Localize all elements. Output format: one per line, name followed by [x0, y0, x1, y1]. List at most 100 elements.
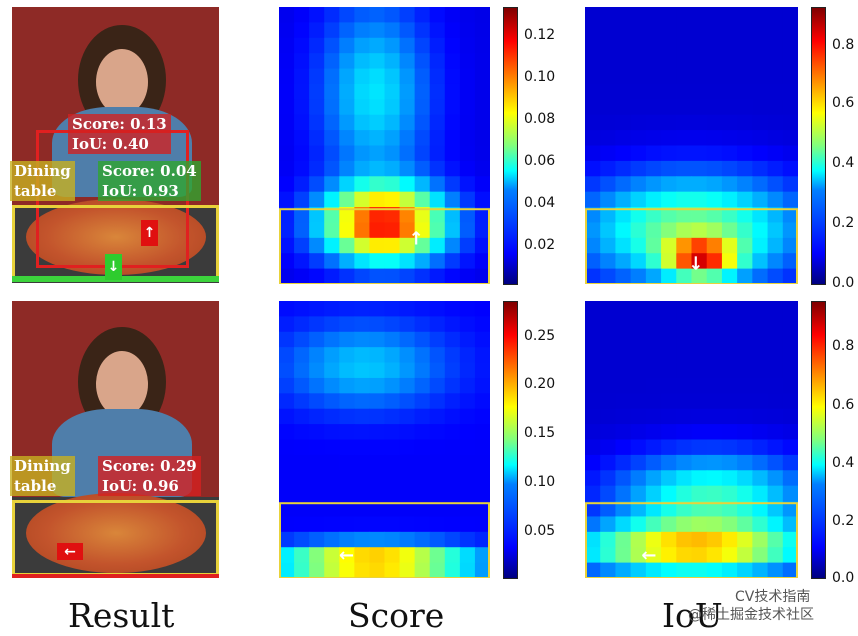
- tick: 0.6: [832, 95, 855, 111]
- heat-cell: [645, 68, 662, 85]
- heat-cell: [279, 408, 295, 425]
- heat-cell: [354, 301, 371, 317]
- heat-cell: [661, 22, 677, 39]
- heat-cell: [676, 547, 693, 564]
- heat-cell: [630, 191, 647, 208]
- heat-cell: [737, 176, 753, 193]
- heat-cell: [324, 454, 340, 471]
- heat-cell: [369, 470, 386, 487]
- heat-cell: [691, 547, 708, 564]
- heat-cell: [279, 531, 295, 548]
- heat-cell: [384, 562, 401, 578]
- heat-cell: [369, 145, 386, 162]
- heat-cell: [354, 501, 371, 518]
- heat-cell: [309, 130, 325, 147]
- heat-cell: [645, 470, 662, 487]
- heat-cell: [615, 176, 632, 193]
- heat-cell: [474, 562, 490, 578]
- heat-cell: [706, 37, 723, 54]
- heat-cell: [279, 362, 295, 379]
- heat-cell: [294, 408, 310, 425]
- heat-cell: [294, 222, 310, 239]
- heat-cell: [630, 68, 647, 85]
- heat-cell: [399, 531, 416, 548]
- heat-cell: [767, 222, 784, 239]
- heat-cell: [782, 377, 798, 394]
- heat-cell: [459, 531, 476, 548]
- heat-cell: [354, 191, 371, 208]
- down-arrow-icon: ↓: [688, 254, 703, 275]
- heat-cell: [676, 408, 693, 425]
- heat-cell: [369, 485, 386, 502]
- heat-cell: [324, 207, 340, 224]
- heat-cell: [676, 99, 693, 116]
- heat-cell: [737, 454, 753, 471]
- heat-cell: [414, 114, 431, 131]
- heat-cell: [294, 130, 310, 147]
- heat-cell: [737, 408, 753, 425]
- heat-cell: [294, 485, 310, 502]
- heat-cell: [600, 301, 617, 317]
- heat-cell: [661, 377, 677, 394]
- heat-cell: [645, 83, 662, 100]
- heat-cell: [399, 547, 416, 564]
- heat-cell: [309, 268, 325, 284]
- heat-cell: [630, 7, 647, 23]
- heat-cell: [384, 516, 401, 533]
- heat-cell: [429, 145, 446, 162]
- heat-cell: [645, 130, 662, 147]
- heat-cell: [721, 160, 738, 177]
- heat-cell: [474, 531, 490, 548]
- heat-cell: [676, 331, 693, 348]
- heat-cell: [585, 83, 601, 100]
- heat-cell: [444, 316, 461, 333]
- heat-cell: [459, 377, 476, 394]
- heat-cell: [737, 237, 753, 254]
- heat-cell: [661, 207, 677, 224]
- heat-cell: [294, 362, 310, 379]
- heat-cell: [585, 562, 601, 578]
- heat-cell: [339, 439, 355, 456]
- heat-cell: [399, 145, 416, 162]
- heat-cell: [294, 37, 310, 54]
- left-arrow-icon: ←: [641, 545, 656, 566]
- heat-cell: [630, 145, 647, 162]
- heat-cell: [691, 393, 708, 410]
- heat-cell: [706, 68, 723, 85]
- heat-cell: [782, 130, 798, 147]
- heat-cell: [615, 424, 632, 441]
- heat-cell: [645, 160, 662, 177]
- heat-cell: [615, 268, 632, 284]
- heat-cell: [661, 470, 677, 487]
- watermark: @稀土掘金技术社区: [688, 607, 814, 623]
- heat-cell: [767, 37, 784, 54]
- heat-cell: [414, 37, 431, 54]
- heat-cell: [706, 531, 723, 548]
- heat-cell: [600, 68, 617, 85]
- heat-cell: [429, 516, 446, 533]
- heat-cell: [691, 114, 708, 131]
- heat-cell: [279, 130, 295, 147]
- heat-cell: [414, 237, 431, 254]
- heat-cell: [585, 377, 601, 394]
- heat-cell: [309, 301, 325, 317]
- heat-cell: [459, 160, 476, 177]
- heat-cell: [474, 301, 490, 317]
- heat-cell: [661, 562, 677, 578]
- heat-cell: [429, 362, 446, 379]
- heat-cell: [585, 531, 601, 548]
- heat-cell: [691, 176, 708, 193]
- heat-cell: [691, 439, 708, 456]
- heat-cell: [384, 22, 401, 39]
- heat-cell: [645, 516, 662, 533]
- heat-cell: [429, 470, 446, 487]
- heat-cell: [585, 37, 601, 54]
- heat-cell: [600, 207, 617, 224]
- heat-cell: [354, 377, 371, 394]
- heat-cell: [399, 562, 416, 578]
- heat-cell: [585, 485, 601, 502]
- heat-cell: [414, 145, 431, 162]
- heat-cell: [369, 301, 386, 317]
- heat-cell: [294, 439, 310, 456]
- heat-cell: [630, 501, 647, 518]
